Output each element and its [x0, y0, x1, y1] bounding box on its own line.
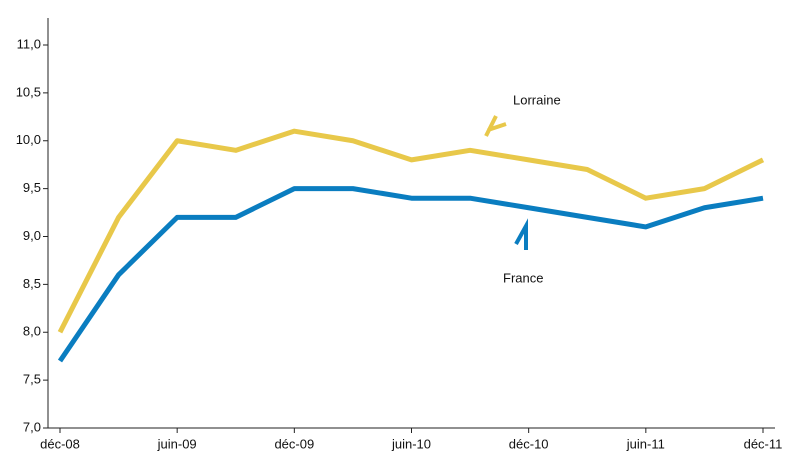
x-tick-label: juin-10 — [391, 436, 431, 451]
x-tick-label: déc-11 — [744, 436, 783, 451]
y-tick-label: 10,0 — [16, 132, 41, 147]
y-tick-label: 7,5 — [23, 372, 41, 387]
annotation: France — [503, 270, 543, 285]
series-line — [57, 128, 765, 334]
x-tick-label: déc-08 — [40, 436, 80, 451]
x-tick-label: déc-10 — [509, 436, 549, 451]
y-tick-label: 9,5 — [23, 180, 41, 195]
y-tick-label: 8,5 — [23, 276, 41, 291]
series-line — [57, 186, 764, 363]
france-arrow — [514, 218, 528, 250]
x-tick-label: juin-11 — [626, 436, 665, 451]
y-tick-label: 9,0 — [23, 228, 41, 243]
x-tick-label: juin-09 — [157, 436, 197, 451]
y-tick-label: 7,0 — [23, 419, 41, 434]
annotation: Lorraine — [513, 92, 561, 107]
y-tick-label: 10,5 — [16, 84, 41, 99]
lorraine-arrow — [484, 115, 507, 137]
y-tick-label: 8,0 — [23, 324, 41, 339]
x-tick-label: déc-09 — [274, 436, 314, 451]
y-tick-label: 11,0 — [17, 36, 41, 51]
